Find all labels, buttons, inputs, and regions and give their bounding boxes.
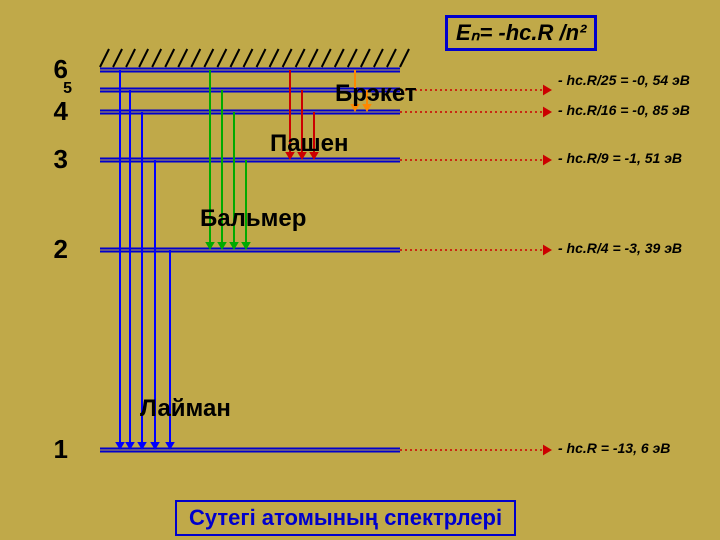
energy-label: - hc.R = -13, 6 эВ xyxy=(558,440,670,456)
formula-box: Eₙ= -hc.R /n² xyxy=(445,15,597,51)
energy-label: - hc.R/25 = -0, 54 эВ xyxy=(558,72,690,88)
level-number: 3 xyxy=(44,144,68,175)
level-number: 2 xyxy=(44,234,68,265)
series-label: Бальмер xyxy=(200,205,306,233)
formula-text: Eₙ= -hc.R /n² xyxy=(456,20,586,45)
title-text: Сутегі атомының спектрлері xyxy=(189,505,502,530)
energy-label: - hc.R/9 = -1, 51 эВ xyxy=(558,150,682,166)
series-label: Брэкет xyxy=(335,80,417,108)
title-box: Сутегі атомының спектрлері xyxy=(175,500,516,536)
level-number: 1 xyxy=(44,434,68,465)
energy-label: - hc.R/4 = -3, 39 эВ xyxy=(558,240,682,256)
level-number: 4 xyxy=(44,96,68,127)
series-label: Пашен xyxy=(270,130,348,158)
energy-label: - hc.R/16 = -0, 85 эВ xyxy=(558,102,690,118)
series-label: Лайман xyxy=(140,395,231,423)
